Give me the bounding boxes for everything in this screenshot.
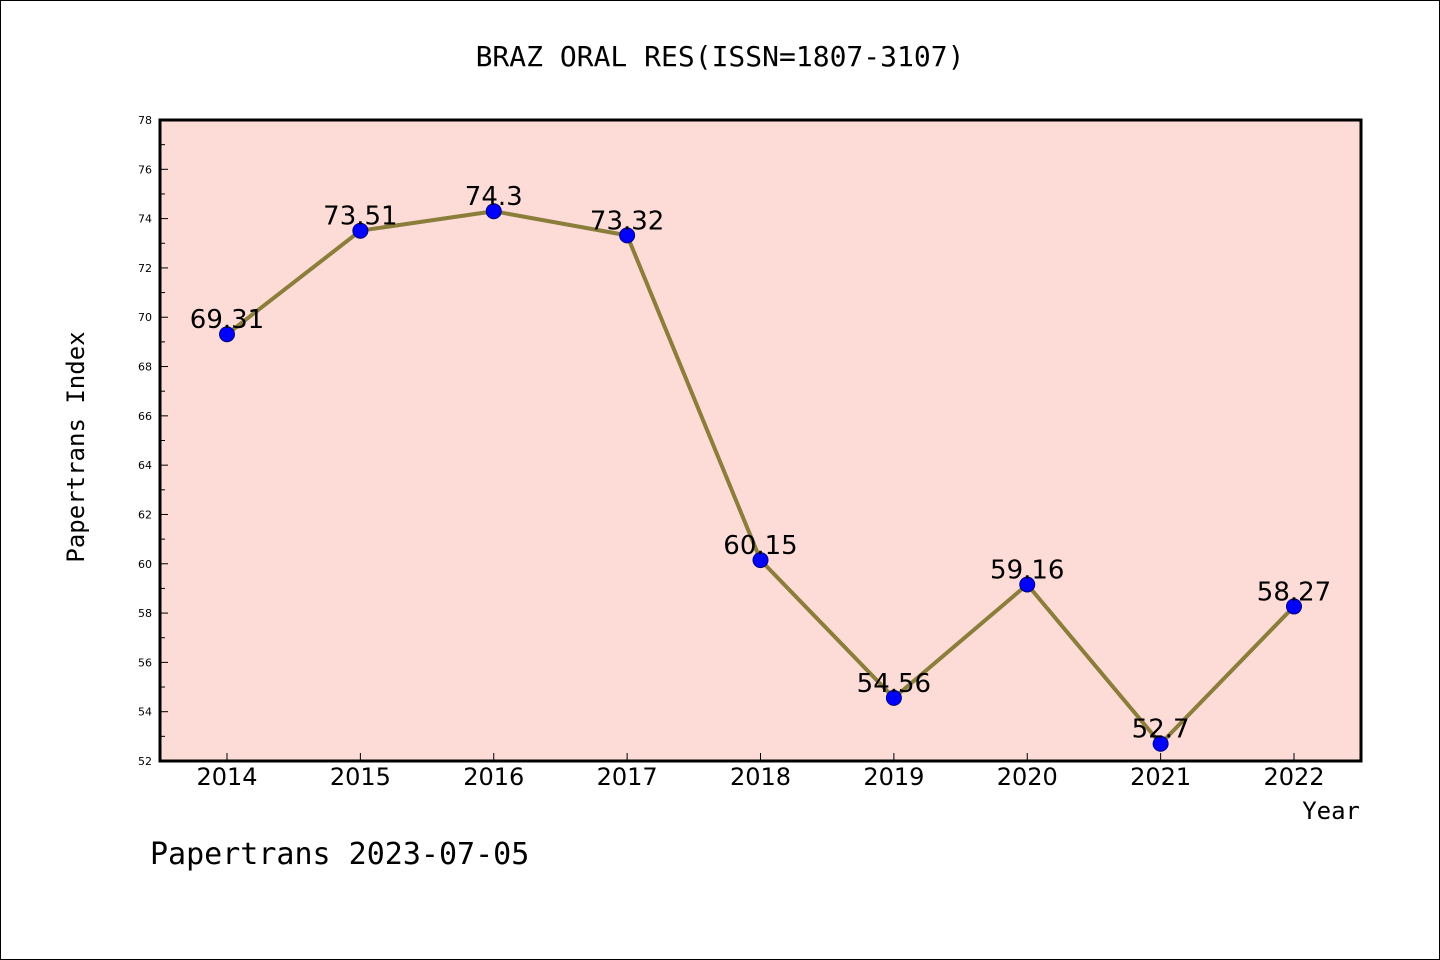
- y-tick-label: 62: [138, 508, 152, 521]
- y-tick-label: 64: [138, 459, 152, 472]
- data-point: [1152, 735, 1169, 752]
- y-tick-label: 60: [138, 558, 152, 571]
- data-label: 52.7: [1132, 715, 1190, 745]
- data-labels: 69.31 73.51 74.3 73.32 60.15 54.56 59.16 52.7 58…: [190, 182, 1331, 745]
- y-tick-label: 66: [138, 410, 152, 423]
- data-point: [352, 222, 369, 239]
- data-label: 60.15: [723, 531, 797, 561]
- x-tick-label: 2021: [1130, 763, 1191, 791]
- x-axis: 2014 2015 2016 2017 2018 2019 2020 2021 2022: [196, 753, 1325, 791]
- data-point: [619, 227, 636, 244]
- y-tick-label: 78: [138, 114, 152, 127]
- data-label: 69.31: [190, 305, 264, 335]
- data-point: [219, 326, 235, 343]
- y-tick-label: 54: [138, 706, 152, 719]
- data-label: 73.32: [590, 206, 664, 236]
- y-tick-label: 58: [138, 607, 152, 620]
- data-label: 59.16: [990, 555, 1064, 585]
- data-label: 73.51: [323, 202, 397, 232]
- data-label: 58.27: [1257, 577, 1331, 607]
- y-tick-label: 56: [138, 656, 152, 669]
- data-point: [485, 203, 502, 220]
- y-tick-label: 70: [138, 311, 152, 324]
- data-point: [1019, 576, 1036, 593]
- x-tick-label: 2017: [597, 763, 658, 791]
- data-point: [752, 552, 769, 569]
- data-point: [885, 689, 902, 706]
- x-tick-label: 2016: [463, 763, 524, 791]
- data-label: 54.56: [857, 669, 931, 699]
- plot-border: [158, 118, 1363, 763]
- x-tick-label: 2018: [730, 763, 791, 791]
- y-tick-label: 76: [138, 163, 152, 176]
- x-tick-label: 2015: [330, 763, 391, 791]
- x-axis-title: Year: [1302, 797, 1360, 825]
- y-tick-label: 72: [138, 262, 152, 275]
- data-points: [219, 203, 1302, 752]
- chart-title: BRAZ ORAL RES(ISSN=1807-3107): [476, 40, 965, 73]
- y-tick-label: 52: [138, 755, 152, 768]
- footer-date-stamp: Papertrans 2023-07-05: [150, 837, 529, 872]
- x-tick-label: 2020: [997, 763, 1058, 791]
- y-tick-label: 68: [138, 361, 152, 374]
- y-tick-label: 74: [138, 213, 152, 226]
- x-tick-label: 2022: [1263, 763, 1324, 791]
- x-tick-label: 2014: [196, 763, 257, 791]
- data-point: [1286, 598, 1302, 615]
- data-label: 74.3: [465, 182, 523, 212]
- y-axis-title: Papertrans Index: [62, 331, 90, 562]
- x-tick-label: 2019: [863, 763, 924, 791]
